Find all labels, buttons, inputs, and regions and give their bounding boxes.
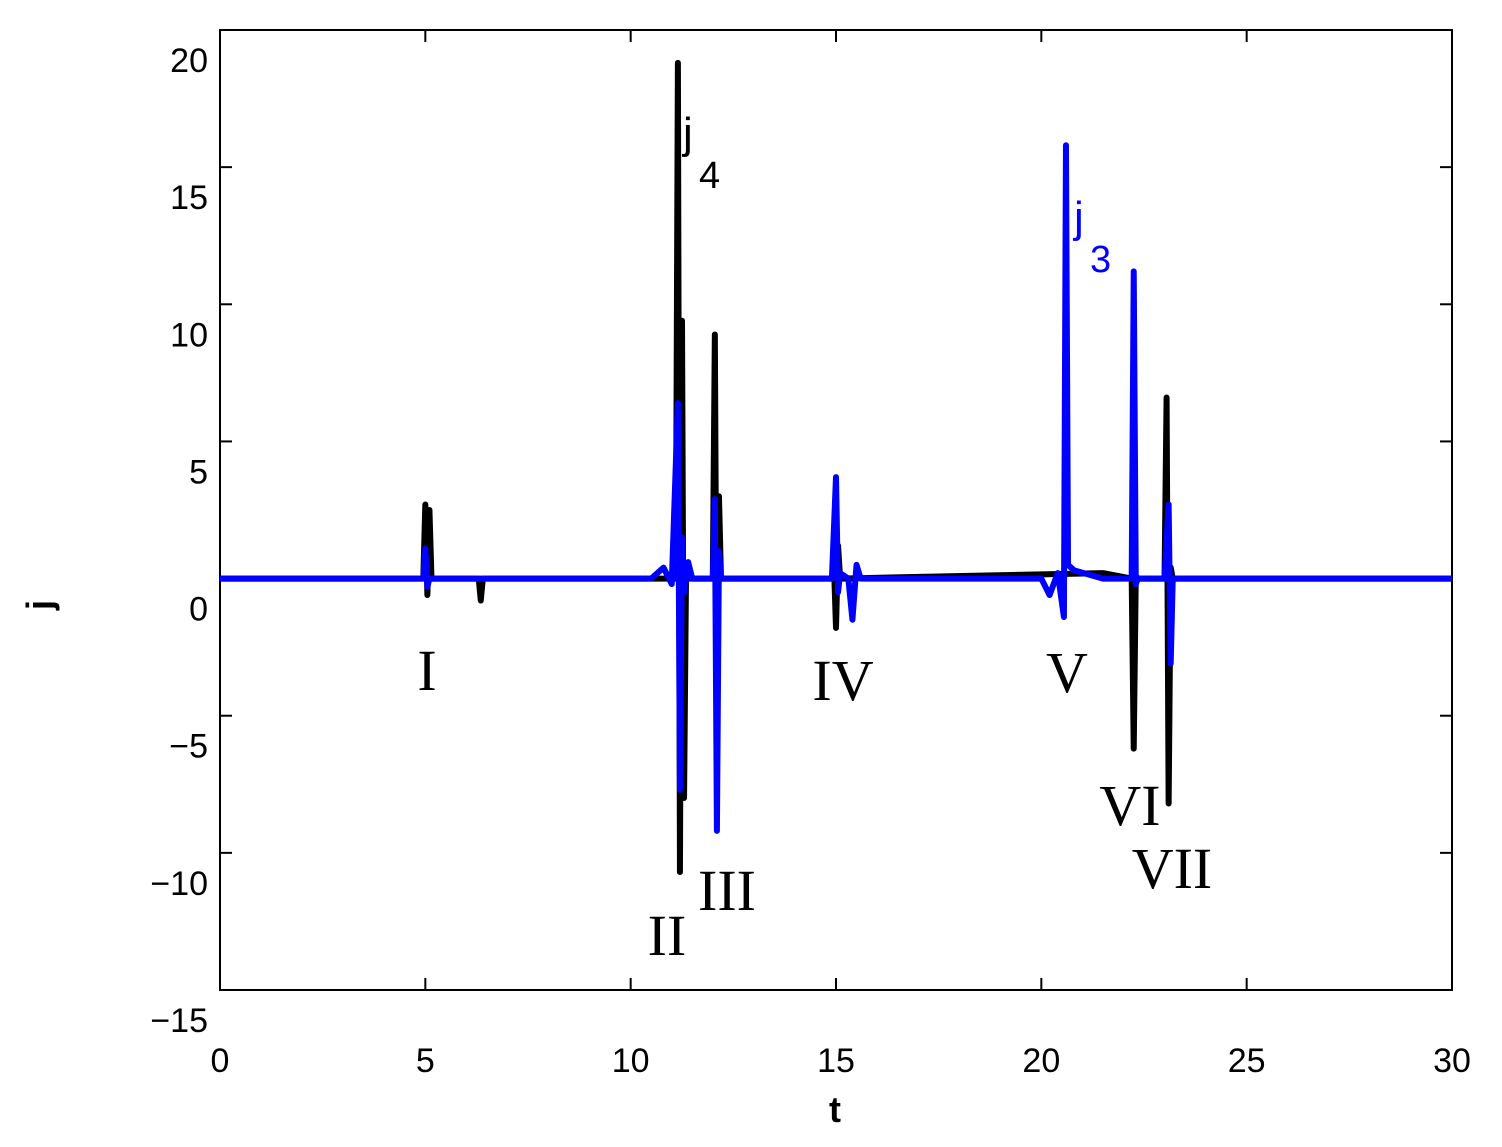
series-label-subscript: 4 bbox=[699, 155, 720, 197]
x-tick-label: 5 bbox=[416, 1042, 435, 1080]
annotation: IV bbox=[812, 648, 873, 713]
x-tick-label: 10 bbox=[612, 1042, 650, 1080]
annotation: II bbox=[648, 903, 687, 968]
x-tick-label: 15 bbox=[817, 1042, 855, 1080]
y-tick-label: −5 bbox=[169, 728, 208, 766]
annotation: VI bbox=[1099, 773, 1160, 838]
y-tick-label: 20 bbox=[170, 42, 208, 80]
y-axis-label: j bbox=[19, 600, 60, 611]
annotation: V bbox=[1046, 640, 1088, 705]
series-label: j bbox=[681, 109, 693, 158]
y-tick-label: −15 bbox=[150, 1002, 208, 1040]
series-label-subscript: 3 bbox=[1090, 239, 1111, 281]
y-tick-label: −10 bbox=[150, 865, 208, 903]
y-tick-label: 5 bbox=[189, 453, 208, 491]
x-tick-label: 0 bbox=[211, 1042, 230, 1080]
series-label: j bbox=[1072, 193, 1084, 242]
x-tick-label: 25 bbox=[1228, 1042, 1266, 1080]
y-tick-label: 10 bbox=[170, 316, 208, 354]
annotation: III bbox=[698, 858, 756, 923]
y-tick-label: 15 bbox=[170, 179, 208, 217]
x-axis-label: t bbox=[829, 1089, 841, 1130]
series-line bbox=[220, 142, 1452, 834]
y-tick-label: 0 bbox=[189, 591, 208, 629]
annotation: I bbox=[417, 638, 436, 703]
x-tick-label: 30 bbox=[1433, 1042, 1471, 1080]
annotation: VII bbox=[1132, 836, 1213, 901]
x-tick-label: 20 bbox=[1022, 1042, 1060, 1080]
